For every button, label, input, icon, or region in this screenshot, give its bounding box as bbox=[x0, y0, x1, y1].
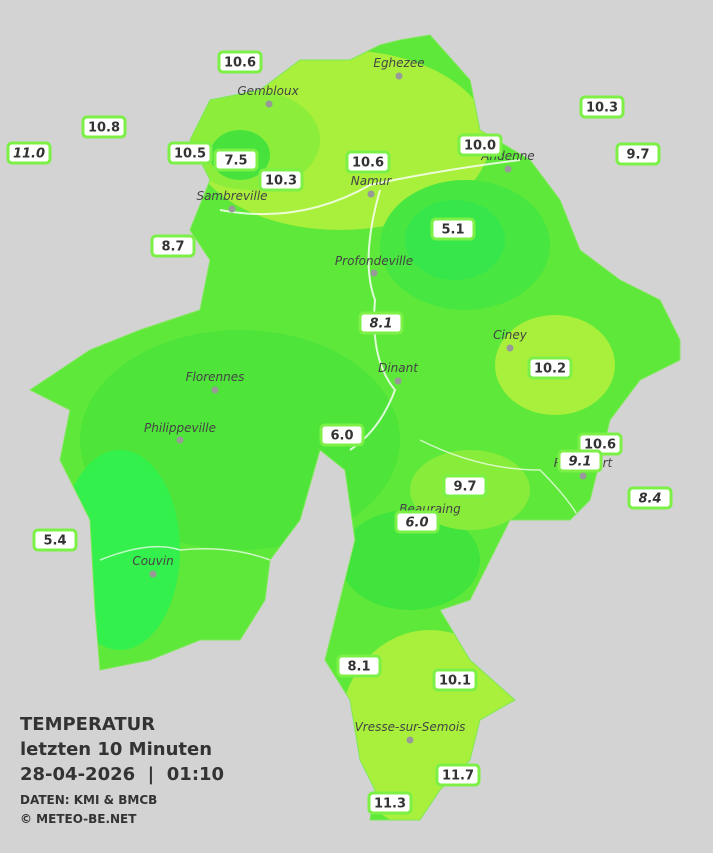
station-value: 5.4 bbox=[43, 534, 66, 549]
station-box bbox=[367, 791, 413, 815]
station-box bbox=[336, 654, 382, 678]
station-box bbox=[432, 668, 478, 692]
station-value: 11.7 bbox=[442, 769, 474, 784]
station-value: 10.3 bbox=[265, 174, 297, 189]
place-dot bbox=[506, 344, 514, 352]
station-box bbox=[557, 449, 603, 473]
legend-datetime: 28-04-2026 | 01:10 bbox=[20, 764, 224, 785]
station-value: 8.7 bbox=[161, 240, 184, 255]
legend-heading: TEMPERATUR bbox=[20, 714, 155, 735]
legend-copyright: © METEO-BE.NET bbox=[20, 812, 137, 826]
place-dot bbox=[370, 269, 378, 277]
place-label: Couvin bbox=[132, 554, 173, 568]
place-label: Profondeville bbox=[335, 254, 413, 268]
station-value: 6.0 bbox=[330, 429, 353, 444]
place-dot bbox=[395, 72, 403, 80]
place-label: Sambreville bbox=[196, 189, 267, 203]
station-box bbox=[213, 148, 259, 172]
place-dot bbox=[228, 205, 236, 213]
station-value: 10.0 bbox=[464, 139, 496, 154]
place-dot bbox=[149, 570, 157, 578]
station-box bbox=[258, 168, 304, 192]
place-dot bbox=[579, 472, 587, 480]
station-box bbox=[435, 763, 481, 787]
station-box bbox=[358, 311, 404, 335]
station-value: 7.5 bbox=[224, 154, 247, 169]
station-box bbox=[32, 528, 78, 552]
station-value: 11.0 bbox=[13, 147, 45, 162]
place-label: Eghezee bbox=[373, 56, 424, 70]
place-label: Vresse-sur-Semois bbox=[355, 720, 466, 734]
station-box bbox=[6, 141, 52, 165]
place-label: Dinant bbox=[378, 361, 419, 375]
station-box bbox=[527, 356, 573, 380]
station-box bbox=[167, 141, 213, 165]
place-label: Florennes bbox=[186, 370, 245, 384]
station-box bbox=[217, 50, 263, 74]
station-value: 10.6 bbox=[352, 156, 384, 171]
station-value: 10.2 bbox=[534, 362, 566, 377]
station-value: 10.3 bbox=[586, 101, 618, 116]
station-value: 9.1 bbox=[568, 455, 591, 470]
station-box bbox=[150, 234, 196, 258]
stations: 10.6 10.8 11.0 10.5 7.5 10.3 10.6 10.0 10.3 9.7 5.… bbox=[6, 50, 673, 815]
place-dot bbox=[176, 436, 184, 444]
station-value: 10.6 bbox=[584, 438, 616, 453]
place-label: Philippeville bbox=[144, 421, 216, 435]
station-value: 11.3 bbox=[374, 797, 406, 812]
place-label: Gembloux bbox=[237, 84, 299, 98]
station-box bbox=[394, 510, 440, 534]
station-box bbox=[627, 486, 673, 510]
station-value: 9.7 bbox=[453, 480, 476, 495]
place-dot bbox=[504, 165, 512, 173]
place-label: Ciney bbox=[493, 328, 528, 342]
legend-sources: DATEN: KMI & BMCB bbox=[20, 793, 157, 807]
place-dot bbox=[265, 100, 273, 108]
station-value: 10.8 bbox=[88, 121, 120, 136]
station-box bbox=[457, 133, 503, 157]
station-value: 6.0 bbox=[405, 516, 428, 531]
station-value: 8.4 bbox=[638, 492, 661, 507]
station-box bbox=[81, 115, 127, 139]
place-dot bbox=[406, 736, 414, 744]
place-dot bbox=[211, 386, 219, 394]
place-label: Namur bbox=[351, 174, 393, 188]
station-value: 5.1 bbox=[441, 223, 464, 238]
station-box bbox=[319, 423, 365, 447]
station-value: 10.6 bbox=[224, 56, 256, 71]
station-value: 8.1 bbox=[347, 660, 370, 675]
place-dot bbox=[367, 190, 375, 198]
station-value: 9.7 bbox=[626, 148, 649, 163]
station-box bbox=[442, 474, 488, 498]
places: EghezeeGemblouxAndenneNamurSambrevillePr… bbox=[132, 56, 614, 744]
station-box bbox=[615, 142, 661, 166]
station-value: 8.1 bbox=[369, 317, 392, 332]
legend-subheading: letzten 10 Minuten bbox=[20, 739, 212, 760]
station-box bbox=[579, 95, 625, 119]
place-dot bbox=[394, 377, 402, 385]
station-value: 10.5 bbox=[174, 147, 206, 162]
station-box bbox=[345, 150, 391, 174]
station-value: 10.1 bbox=[439, 674, 471, 689]
station-box bbox=[430, 217, 476, 241]
